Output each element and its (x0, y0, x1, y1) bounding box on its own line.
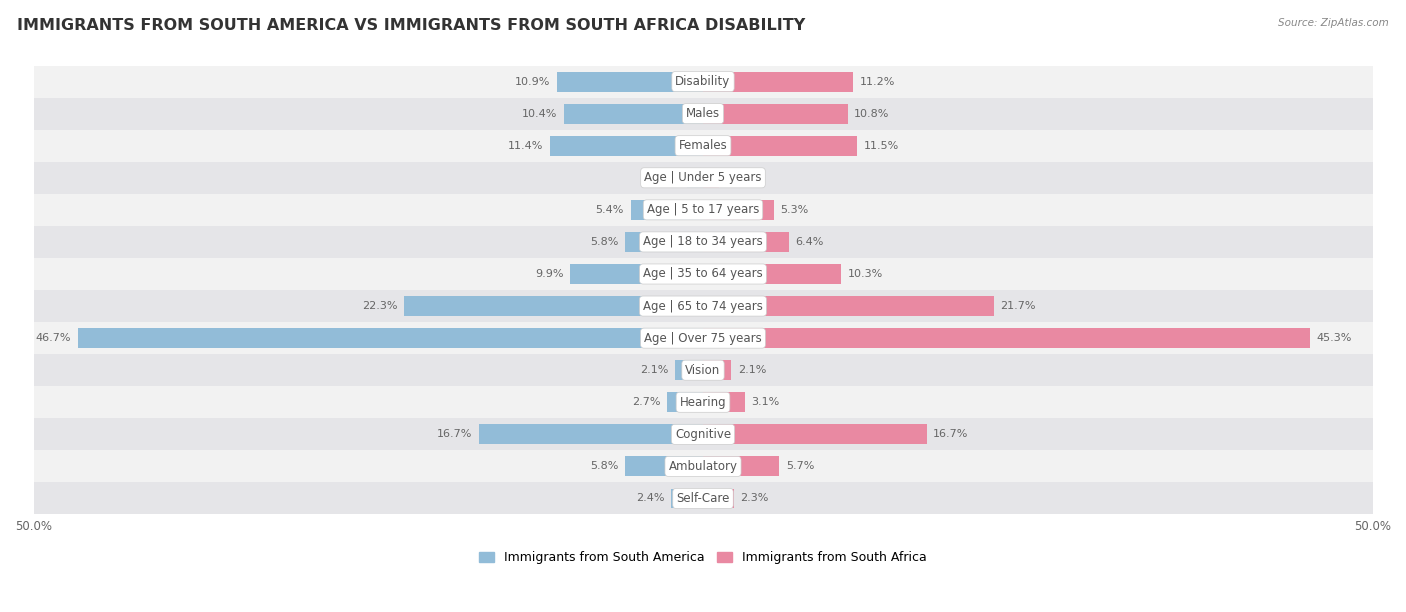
Text: 10.9%: 10.9% (515, 76, 550, 86)
Bar (34, 226, 1372, 258)
Text: Hearing: Hearing (679, 396, 727, 409)
Bar (571, 264, 703, 284)
Bar (564, 103, 703, 124)
Text: 10.8%: 10.8% (855, 109, 890, 119)
Bar (703, 296, 994, 316)
Bar (34, 386, 1372, 418)
Bar (34, 258, 1372, 290)
Text: 21.7%: 21.7% (1000, 301, 1036, 311)
Text: 2.7%: 2.7% (631, 397, 661, 407)
Bar (479, 424, 703, 444)
Bar (675, 360, 703, 380)
Text: 10.3%: 10.3% (848, 269, 883, 279)
Text: 2.4%: 2.4% (636, 493, 664, 504)
Text: IMMIGRANTS FROM SOUTH AMERICA VS IMMIGRANTS FROM SOUTH AFRICA DISABILITY: IMMIGRANTS FROM SOUTH AMERICA VS IMMIGRA… (17, 18, 806, 34)
Bar (34, 65, 1372, 98)
Bar (703, 232, 789, 252)
Text: 10.4%: 10.4% (522, 109, 557, 119)
Text: 1.2%: 1.2% (652, 173, 681, 183)
Bar (34, 354, 1372, 386)
Text: 2.3%: 2.3% (741, 493, 769, 504)
Text: 16.7%: 16.7% (437, 430, 472, 439)
Bar (666, 392, 703, 412)
Bar (703, 103, 848, 124)
Bar (703, 488, 734, 509)
Text: 11.2%: 11.2% (859, 76, 896, 86)
Text: 11.4%: 11.4% (509, 141, 544, 151)
Text: Males: Males (686, 107, 720, 120)
Text: 3.1%: 3.1% (751, 397, 779, 407)
Text: 5.4%: 5.4% (596, 205, 624, 215)
Bar (703, 200, 773, 220)
Text: Ambulatory: Ambulatory (668, 460, 738, 473)
Bar (703, 328, 1309, 348)
Text: 11.5%: 11.5% (863, 141, 898, 151)
Text: 16.7%: 16.7% (934, 430, 969, 439)
Bar (34, 194, 1372, 226)
Bar (626, 232, 703, 252)
Bar (626, 457, 703, 476)
Text: 5.8%: 5.8% (591, 237, 619, 247)
Bar (405, 296, 703, 316)
Text: Age | 35 to 64 years: Age | 35 to 64 years (643, 267, 763, 280)
Text: 1.2%: 1.2% (725, 173, 754, 183)
Bar (77, 328, 703, 348)
Bar (34, 130, 1372, 162)
Text: 5.3%: 5.3% (780, 205, 808, 215)
Bar (703, 392, 745, 412)
Text: 5.7%: 5.7% (786, 461, 814, 471)
Bar (703, 457, 779, 476)
Bar (34, 322, 1372, 354)
Text: 5.8%: 5.8% (591, 461, 619, 471)
Bar (703, 136, 858, 155)
Bar (34, 418, 1372, 450)
Text: 45.3%: 45.3% (1316, 333, 1351, 343)
Text: Cognitive: Cognitive (675, 428, 731, 441)
Text: Disability: Disability (675, 75, 731, 88)
Bar (631, 200, 703, 220)
Legend: Immigrants from South America, Immigrants from South Africa: Immigrants from South America, Immigrant… (479, 551, 927, 564)
Text: 2.1%: 2.1% (640, 365, 668, 375)
Bar (557, 72, 703, 92)
Text: Age | 5 to 17 years: Age | 5 to 17 years (647, 203, 759, 217)
Text: 22.3%: 22.3% (363, 301, 398, 311)
Bar (550, 136, 703, 155)
Text: 46.7%: 46.7% (35, 333, 70, 343)
Bar (703, 424, 927, 444)
Text: 9.9%: 9.9% (536, 269, 564, 279)
Text: Self-Care: Self-Care (676, 492, 730, 505)
Text: 2.1%: 2.1% (738, 365, 766, 375)
Bar (703, 168, 718, 188)
Bar (34, 450, 1372, 482)
Text: 6.4%: 6.4% (796, 237, 824, 247)
Text: Age | 65 to 74 years: Age | 65 to 74 years (643, 299, 763, 313)
Text: Age | Over 75 years: Age | Over 75 years (644, 332, 762, 345)
Bar (34, 482, 1372, 515)
Bar (34, 290, 1372, 322)
Bar (34, 98, 1372, 130)
Text: Source: ZipAtlas.com: Source: ZipAtlas.com (1278, 18, 1389, 28)
Bar (703, 360, 731, 380)
Bar (688, 168, 703, 188)
Text: Age | 18 to 34 years: Age | 18 to 34 years (643, 236, 763, 248)
Bar (703, 72, 853, 92)
Text: Age | Under 5 years: Age | Under 5 years (644, 171, 762, 184)
Text: Females: Females (679, 140, 727, 152)
Bar (34, 162, 1372, 194)
Text: Vision: Vision (685, 364, 721, 377)
Bar (671, 488, 703, 509)
Bar (703, 264, 841, 284)
